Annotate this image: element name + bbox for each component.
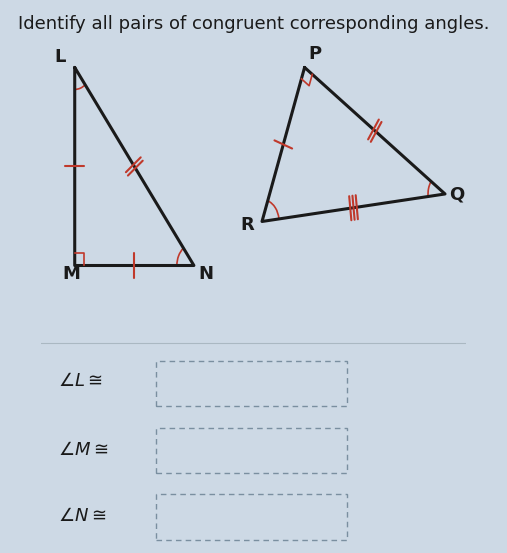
Text: M: M — [62, 265, 80, 283]
Text: Q: Q — [449, 185, 464, 204]
Text: N: N — [198, 265, 213, 283]
Text: R: R — [241, 216, 255, 234]
Text: $\angle M \cong$: $\angle M \cong$ — [58, 441, 108, 459]
Text: P: P — [309, 45, 322, 63]
Text: L: L — [55, 48, 66, 66]
Text: $\angle L \cong$: $\angle L \cong$ — [58, 372, 102, 390]
Text: Identify all pairs of congruent corresponding angles.: Identify all pairs of congruent correspo… — [18, 15, 489, 33]
Text: $\angle N \cong$: $\angle N \cong$ — [58, 507, 106, 525]
